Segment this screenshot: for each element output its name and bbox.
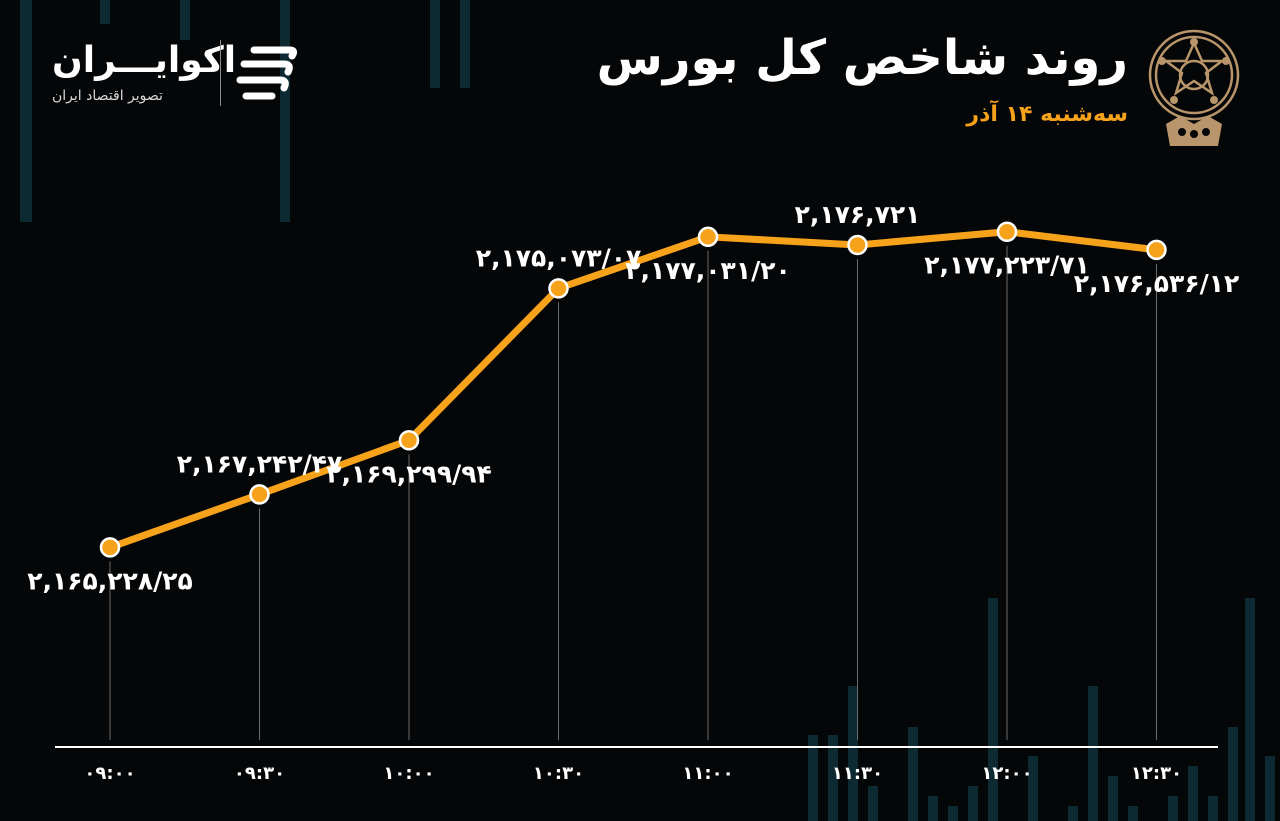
x-tick-label: ۰۹:۳۰ [234, 763, 285, 784]
data-label: ۲,۱۷۶,۵۳۶/۱۲ [1074, 269, 1239, 298]
data-label: ۲,۱۷۵,۰۷۳/۰۷ [476, 243, 641, 272]
decor-bar [988, 598, 998, 821]
decor-bar [848, 686, 858, 821]
data-label: ۲,۱۷۷,۰۳۱/۲۰ [625, 256, 790, 285]
data-label: ۲,۱۷۶,۷۲۱ [795, 200, 921, 229]
data-point [996, 221, 1018, 242]
decor-bar [20, 0, 32, 222]
chart-date: سه‌شنبه ۱۴ آذر [966, 102, 1128, 127]
x-tick-label: ۱۱:۰۰ [682, 763, 733, 784]
data-point [398, 430, 420, 451]
series-line [106, 228, 1160, 551]
decor-bar [1208, 796, 1218, 821]
data-point [548, 278, 569, 299]
data-labels: ۲,۱۶۵,۲۲۸/۲۵ ۲,۱۶۷,۲۴۲/۴۷۲,۱۶۹,۲۹۹/۹۴ ۲,۱۷… [27, 200, 1239, 595]
decor-bar [180, 0, 190, 40]
chart-title: روند شاخص کل بورس [596, 30, 1128, 86]
data-point [1146, 239, 1167, 261]
reference-lines [109, 245, 1157, 740]
data-point [847, 234, 868, 256]
decor-bar [808, 735, 818, 821]
decor-bar [1265, 756, 1275, 821]
decor-bar [460, 0, 470, 88]
decor-bar [280, 0, 290, 222]
brand-divider [220, 40, 221, 106]
brand-name: اکوایـــران [52, 40, 237, 81]
decor-bar [1228, 727, 1238, 821]
x-tick-label: ۱۱:۳۰ [832, 763, 883, 784]
decor-bar [1068, 806, 1078, 821]
decor-bar [868, 786, 878, 821]
brand-tagline: تصویر اقتصاد ایران [52, 88, 163, 104]
decor-bar [928, 796, 938, 821]
decor-bar [430, 0, 440, 88]
data-label: ۲,۱۷۷,۲۲۳/۷۱ [924, 251, 1089, 280]
decor-bar [1028, 756, 1038, 821]
decor-bar [828, 735, 838, 821]
decor-bar [948, 806, 958, 821]
background-candlestick-decor [20, 0, 1275, 821]
decor-bar [908, 727, 918, 821]
decor-bar [100, 0, 110, 24]
ecoiran-logo-icon [236, 46, 298, 100]
x-tick-label: ۰۹:۰۰ [84, 763, 135, 784]
decor-bar [1128, 806, 1138, 821]
series-points [99, 221, 1167, 558]
x-tick-label: ۱۰:۳۰ [533, 763, 584, 784]
decor-bar [968, 786, 978, 821]
data-label: ۲,۱۶۹,۲۹۹/۹۴ [326, 459, 491, 488]
decor-bar [1108, 776, 1118, 821]
decor-bar [1245, 598, 1255, 821]
decor-bar [1188, 766, 1198, 821]
x-tick-label: ۱۰:۰۰ [383, 763, 434, 784]
x-tick-label: ۱۲:۰۰ [981, 763, 1032, 784]
data-point [249, 484, 270, 505]
decor-bar [1168, 796, 1178, 821]
x-tick-label: ۱۲:۳۰ [1131, 763, 1182, 784]
data-label: ۲,۱۶۷,۲۴۲/۴۷ [177, 449, 342, 478]
data-point [697, 226, 719, 248]
data-point [99, 537, 121, 558]
x-axis-tick-labels: ۰۹:۰۰ ۰۹:۳۰ ۱۰:۰۰ ۱۰:۳۰ ۱۱:۰۰ ۱۱:۳۰ ۱۲:۰۰ ۱۲:۳۰ [84, 763, 1182, 784]
data-label: ۲,۱۶۵,۲۲۸/۲۵ [27, 566, 192, 595]
decor-bar [1088, 686, 1098, 821]
stock-exchange-emblem-icon [1148, 29, 1240, 146]
